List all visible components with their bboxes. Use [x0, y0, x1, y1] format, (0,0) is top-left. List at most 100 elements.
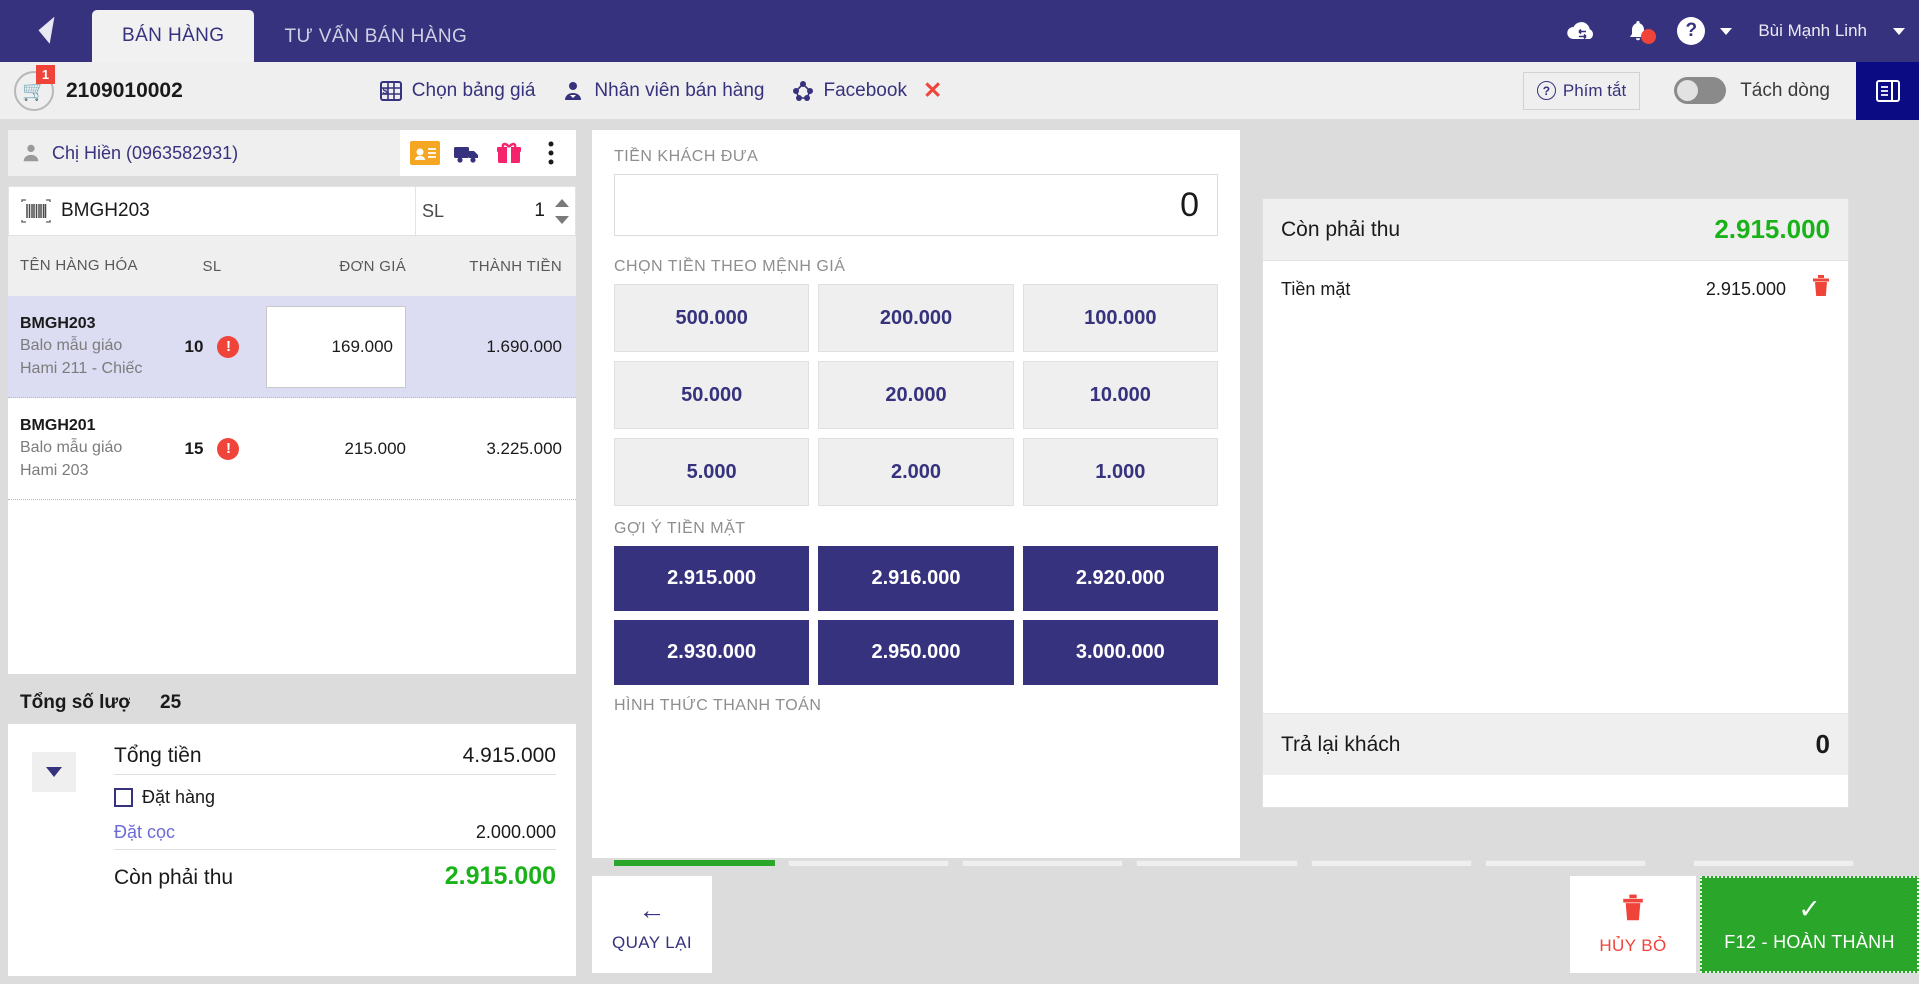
salesperson-label: Nhân viên bán hàng	[594, 79, 765, 101]
hamburger-menu-icon[interactable]	[1509, 20, 1539, 42]
denomination-button[interactable]: 10.000	[1022, 361, 1218, 429]
user-name[interactable]: Bùi Mạnh Linh	[1758, 21, 1867, 40]
expand-summary-button[interactable]	[32, 752, 76, 792]
cash-given-label: TIỀN KHÁCH ĐƯA	[614, 148, 759, 165]
item-amount: 1.690.000	[486, 336, 562, 356]
barcode-scan-row: BMGH203 SL 1	[8, 186, 576, 236]
customer-name[interactable]: Chị Hiền (0963582931)	[52, 142, 239, 163]
item-qty: 10	[184, 336, 204, 356]
cash-suggestion-button[interactable]: 2.915.000	[614, 546, 810, 611]
cloud-sync-icon[interactable]	[1565, 18, 1599, 44]
cash-given-input[interactable]: 0	[614, 174, 1218, 236]
app-logo[interactable]: ⏴	[0, 0, 92, 62]
help-question-icon[interactable]: ?	[1677, 17, 1733, 45]
order-number[interactable]: 2109010002	[66, 78, 183, 102]
warning-icon[interactable]: !	[217, 437, 240, 460]
cash-suggestion-button[interactable]: 3.000.000	[1022, 620, 1218, 685]
top-navigation-bar: ⏴ BÁN HÀNG TƯ VẤN BÁN HÀNG ? Bùi Mạnh Li…	[0, 0, 1919, 62]
cancel-button[interactable]: HỦY BỎ	[1570, 876, 1696, 973]
quantity-stepper: SL 1	[415, 186, 575, 236]
complete-button-label: F12 - HOÀN THÀNH	[1724, 932, 1895, 952]
trash-icon	[1622, 894, 1644, 927]
order-toolbar: 🛒 1 2109010002 $ Chọn bảng giá Nhân viên…	[0, 61, 1919, 120]
item-code: BMGH203	[20, 314, 96, 332]
denomination-button[interactable]: 2.000	[818, 438, 1014, 506]
hotkey-button[interactable]: ? Phím tắt	[1522, 71, 1641, 110]
scan-input-value[interactable]: BMGH203	[61, 200, 150, 221]
arrow-left-icon: ←	[638, 894, 666, 925]
trash-icon[interactable]	[1786, 275, 1830, 303]
delivery-truck-icon[interactable]	[446, 130, 488, 176]
more-vertical-icon[interactable]	[530, 130, 572, 176]
spinner-up-icon[interactable]	[555, 198, 569, 207]
user-menu-chevron-down-icon[interactable]	[1893, 27, 1905, 35]
flash-logo-icon: ⏴	[34, 12, 58, 50]
column-header-name: TÊN HÀNG HÓA	[20, 256, 138, 274]
payment-entry-value[interactable]: 2.915.000	[1705, 278, 1786, 299]
deposit-label[interactable]: Đặt cọc	[114, 822, 176, 842]
warning-icon[interactable]: !	[217, 335, 240, 358]
complete-button[interactable]: ✓ F12 - HOÀN THÀNH	[1700, 876, 1919, 973]
cancel-button-label: HỦY BỎ	[1599, 935, 1667, 955]
total-amount-row: Tổng tiền 4.915.000	[114, 738, 556, 775]
list-item: Tiền mặt 2.915.000	[1263, 261, 1848, 303]
items-table-header: TÊN HÀNG HÓA SL ĐƠN GIÁ THÀNH TIỀN	[8, 236, 576, 296]
item-qty-cell[interactable]: 15 !	[158, 437, 266, 460]
item-qty-cell[interactable]: 10 !	[158, 335, 266, 358]
facebook-button[interactable]: Facebook	[791, 79, 907, 103]
item-price-input[interactable]: 169.000	[266, 305, 406, 388]
cart-icon[interactable]: 🛒 1	[14, 64, 55, 111]
spinner-down-icon[interactable]	[555, 215, 569, 224]
denomination-button[interactable]: 20.000	[818, 361, 1014, 429]
tab-ban-hang[interactable]: BÁN HÀNG	[92, 10, 255, 62]
price-list-label: Chọn bảng giá	[411, 79, 536, 101]
deposit-value[interactable]: 2.000.000	[475, 822, 556, 842]
denomination-button[interactable]: 5.000	[614, 438, 810, 506]
remaining-label: Còn phải thu	[114, 866, 234, 889]
cash-suggestion-button[interactable]: 2.950.000	[818, 620, 1014, 685]
hotkey-label: Phím tắt	[1562, 80, 1627, 100]
cash-suggestion-button[interactable]: 2.930.000	[614, 620, 810, 685]
item-description: Balo mẫu giáo Hami 211 - Chiếc	[20, 337, 143, 377]
denomination-button[interactable]: 50.000	[614, 361, 810, 429]
tab-tu-van-ban-hang[interactable]: TƯ VẤN BÁN HÀNG	[254, 12, 497, 62]
table-row[interactable]: BMGH201 Balo mẫu giáo Hami 203 15 ! 215.…	[8, 398, 576, 500]
item-price[interactable]: 215.000	[344, 438, 406, 458]
back-button[interactable]: ← QUAY LẠI	[592, 876, 712, 973]
tab-label: TƯ VẤN BÁN HÀNG	[284, 26, 468, 47]
topnav-actions: ? Bùi Mạnh Linh	[1509, 0, 1919, 62]
notification-bell-icon[interactable]	[1625, 17, 1657, 45]
cash-suggestion-button[interactable]: 2.920.000	[1022, 546, 1218, 611]
payment-method-label: HÌNH THỨC THANH TOÁN	[614, 697, 822, 714]
panel-layout-icon[interactable]	[1856, 61, 1919, 120]
quantity-value[interactable]: 1	[534, 200, 545, 221]
total-amount-label: Tổng tiền	[114, 744, 202, 767]
hotkey-question-icon: ?	[1536, 81, 1556, 100]
salesperson-button[interactable]: Nhân viên bán hàng	[561, 79, 765, 103]
column-header-qty: SL	[202, 257, 222, 275]
denomination-button[interactable]: 1.000	[1022, 438, 1218, 506]
denomination-button[interactable]: 100.000	[1022, 284, 1218, 352]
close-icon[interactable]: ✕	[922, 77, 943, 103]
price-list-button[interactable]: $ Chọn bảng giá	[379, 79, 536, 103]
order-checkbox[interactable]	[114, 788, 133, 807]
summary-lines: Tổng tiền 4.915.000 Đặt hàng Đặt cọc 2.0…	[114, 738, 556, 897]
denomination-button[interactable]: 200.000	[818, 284, 1014, 352]
gift-icon[interactable]	[488, 130, 530, 176]
customer-avatar-icon	[20, 142, 42, 164]
table-row[interactable]: BMGH203 Balo mẫu giáo Hami 211 - Chiếc 1…	[8, 296, 576, 398]
item-code: BMGH201	[20, 416, 96, 434]
tab-label: BÁN HÀNG	[122, 25, 225, 46]
denomination-grid: 500.000 200.000 100.000 50.000 20.000 10…	[614, 284, 1218, 506]
cash-suggestion-button[interactable]: 2.916.000	[818, 546, 1014, 611]
toolbar-right-actions: ? Phím tắt Tách dòng	[1522, 61, 1919, 120]
split-row-toggle[interactable]	[1674, 77, 1727, 104]
price-table-icon: $	[379, 79, 403, 103]
left-order-panel: Chị Hiền (0963582931) BMGH203	[0, 121, 584, 984]
denomination-button[interactable]: 500.000	[614, 284, 810, 352]
customer-card-icon[interactable]	[404, 130, 446, 176]
cash-suggestion-label: GỢI Ý TIỀN MẶT	[614, 520, 746, 537]
order-checkbox-row[interactable]: Đặt hàng	[114, 775, 556, 816]
change-due-footer: Trả lại khách 0	[1263, 713, 1848, 775]
